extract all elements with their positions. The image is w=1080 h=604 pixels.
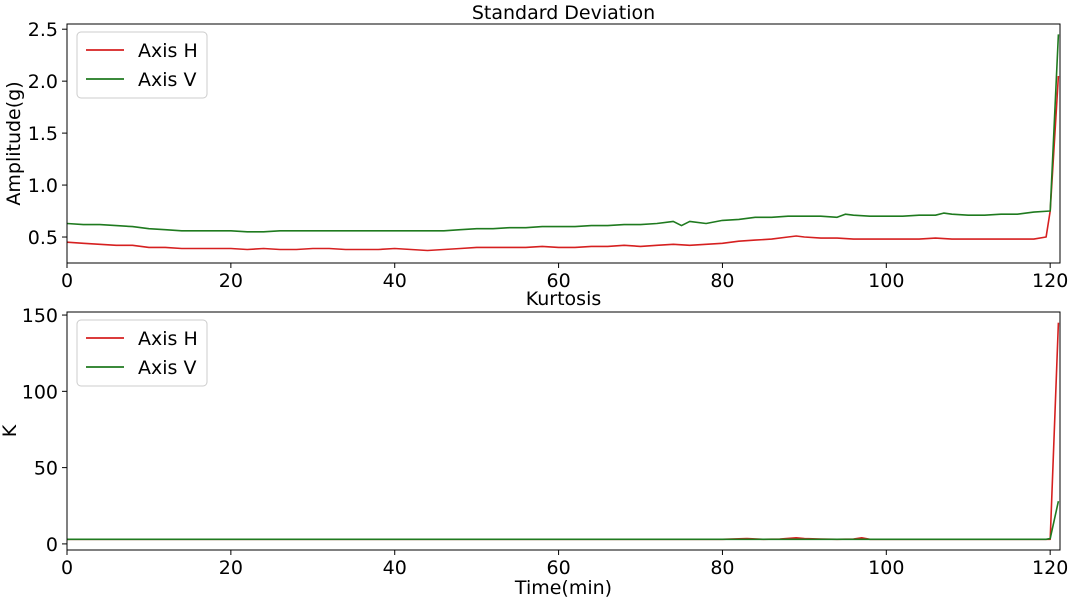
y-tick-label: 150 [22, 305, 58, 327]
y-tick-label: 0.5 [28, 227, 58, 249]
y-axis-label: K [0, 424, 21, 437]
x-tick-label: 0 [61, 270, 73, 292]
x-tick-label: 100 [868, 270, 904, 292]
x-tick-label: 100 [868, 557, 904, 579]
x-tick-label: 0 [61, 557, 73, 579]
y-axis-label: Amplitude(g) [3, 81, 25, 205]
x-tick-label: 40 [383, 557, 407, 579]
x-tick-label: 20 [219, 270, 243, 292]
y-tick-label: 1.0 [28, 175, 58, 197]
y-tick-label: 50 [34, 458, 58, 480]
x-tick-label: 60 [546, 557, 570, 579]
plot-frame [66, 23, 1061, 264]
y-tick-label: 1.5 [28, 123, 58, 145]
chart-title: Kurtosis [526, 288, 602, 310]
series-line-axis-v [67, 501, 1060, 541]
y-tick-label: 2.5 [28, 19, 58, 41]
legend-box [76, 31, 208, 99]
y-tick-label: 2.0 [28, 71, 58, 93]
x-tick-label: 20 [219, 557, 243, 579]
series-line-axis-v [67, 34, 1060, 233]
x-tick-label: 80 [710, 557, 734, 579]
x-tick-label: 80 [710, 270, 734, 292]
legend-label: Axis H [138, 328, 198, 350]
kurtosis-panel: Kurtosis K Time(min) 0 20 40 60 80 100 120 0 50 100 1… [0, 288, 1068, 599]
legend-label: Axis V [138, 69, 196, 91]
std-dev-panel: Standard Deviation Amplitude(g) 0 20 40 60 80 1… [3, 2, 1068, 292]
x-tick-label: 60 [546, 270, 570, 292]
series-line-axis-h [67, 75, 1060, 252]
series-line-axis-h [67, 322, 1060, 541]
x-tick-label: 40 [383, 270, 407, 292]
x-tick-label: 120 [1032, 270, 1068, 292]
x-axis-label: Time(min) [514, 577, 612, 599]
y-tick-label: 100 [22, 381, 58, 403]
chart-title: Standard Deviation [472, 2, 655, 24]
legend-label: Axis H [138, 40, 198, 62]
y-tick-label: 0 [46, 534, 58, 556]
plot-frame [66, 311, 1061, 551]
legend-label: Axis V [138, 357, 196, 379]
x-tick-label: 120 [1032, 557, 1068, 579]
legend-box [76, 319, 208, 387]
